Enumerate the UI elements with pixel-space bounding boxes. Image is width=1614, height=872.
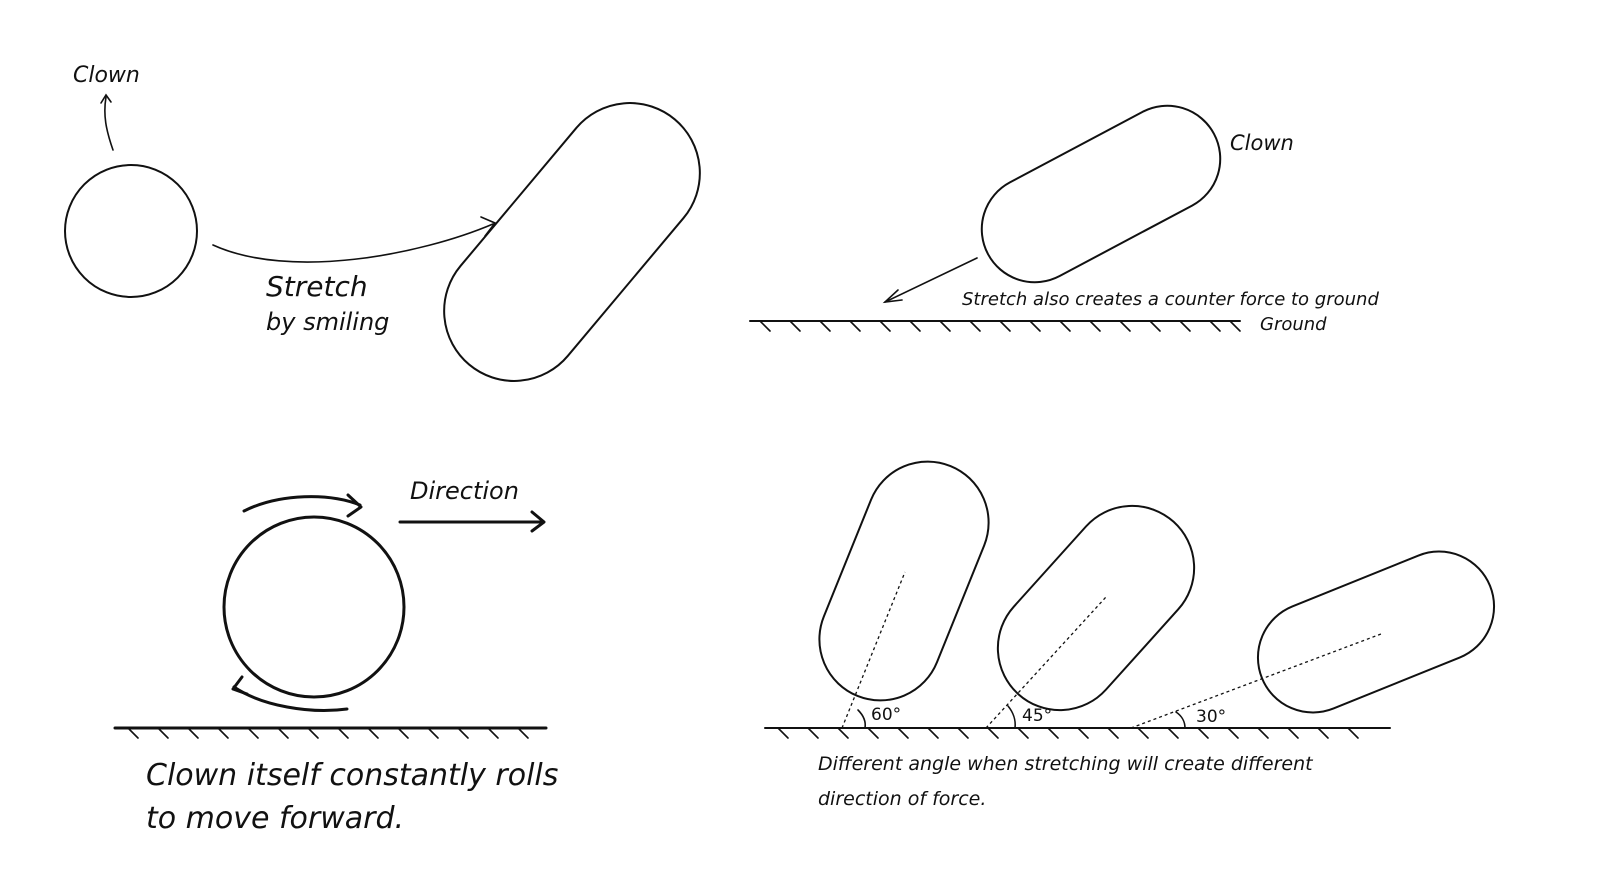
stretch-caption-line2: by smiling bbox=[266, 308, 389, 336]
rotation-arrowhead-top bbox=[346, 493, 363, 518]
axis-30-degree bbox=[1130, 633, 1382, 729]
pointer-arrowhead bbox=[100, 93, 112, 104]
angle-label-45: 45° bbox=[1022, 706, 1052, 726]
angles-caption-line2: direction of force. bbox=[818, 788, 986, 810]
ground-hatching-left bbox=[127, 727, 529, 739]
ground-label: Ground bbox=[1260, 314, 1327, 335]
panel-stretch: Clown Stretch by smiling bbox=[64, 63, 701, 382]
capsule-30-degree bbox=[1256, 550, 1496, 714]
round-clown-circle bbox=[64, 164, 198, 298]
rotation-arrow-bottom bbox=[232, 685, 349, 712]
rolling-clown-circle bbox=[222, 515, 406, 699]
stretch-caption-line1: Stretch bbox=[266, 270, 368, 303]
tilted-clown-capsule bbox=[980, 104, 1222, 284]
counter-force-arrow bbox=[884, 257, 978, 303]
capsule-45-degree bbox=[996, 504, 1196, 712]
rotation-arrowhead-bottom bbox=[231, 675, 249, 696]
clown-label-right: Clown bbox=[1230, 131, 1294, 155]
clown-label: Clown bbox=[73, 63, 140, 88]
angles-caption-line1: Different angle when stretching will cre… bbox=[818, 753, 1314, 775]
counter-force-arrowhead bbox=[882, 289, 903, 304]
capsule-60-degree bbox=[818, 460, 990, 702]
angle-arc-45 bbox=[1007, 705, 1016, 729]
direction-label: Direction bbox=[410, 477, 519, 505]
panel-ground-force: Clown Stretch also creates a counter for… bbox=[749, 104, 1379, 335]
rolling-caption-line2: to move forward. bbox=[146, 801, 404, 836]
panel-angles: 60° 45° 30° bbox=[764, 460, 1496, 810]
ground-hatching-right bbox=[777, 727, 1359, 739]
angle-arc-60 bbox=[857, 709, 867, 729]
stretch-arrow bbox=[212, 223, 494, 263]
panel-rolling: Direction Clown itself constantly rolls … bbox=[113, 477, 558, 836]
angle-arc-30 bbox=[1175, 711, 1186, 729]
angle-label-30: 30° bbox=[1196, 707, 1226, 727]
stretched-clown-capsule bbox=[443, 102, 701, 382]
counter-force-label: Stretch also creates a counter force to … bbox=[962, 289, 1379, 310]
axis-60-degree bbox=[841, 571, 906, 729]
ground-hatching bbox=[759, 320, 1241, 332]
rotation-arrow-top bbox=[242, 495, 362, 513]
direction-arrowhead bbox=[530, 510, 546, 533]
rolling-caption-line1: Clown itself constantly rolls bbox=[146, 758, 558, 793]
clown-pointer-arrow bbox=[104, 96, 114, 151]
angle-label-60: 60° bbox=[871, 705, 901, 725]
